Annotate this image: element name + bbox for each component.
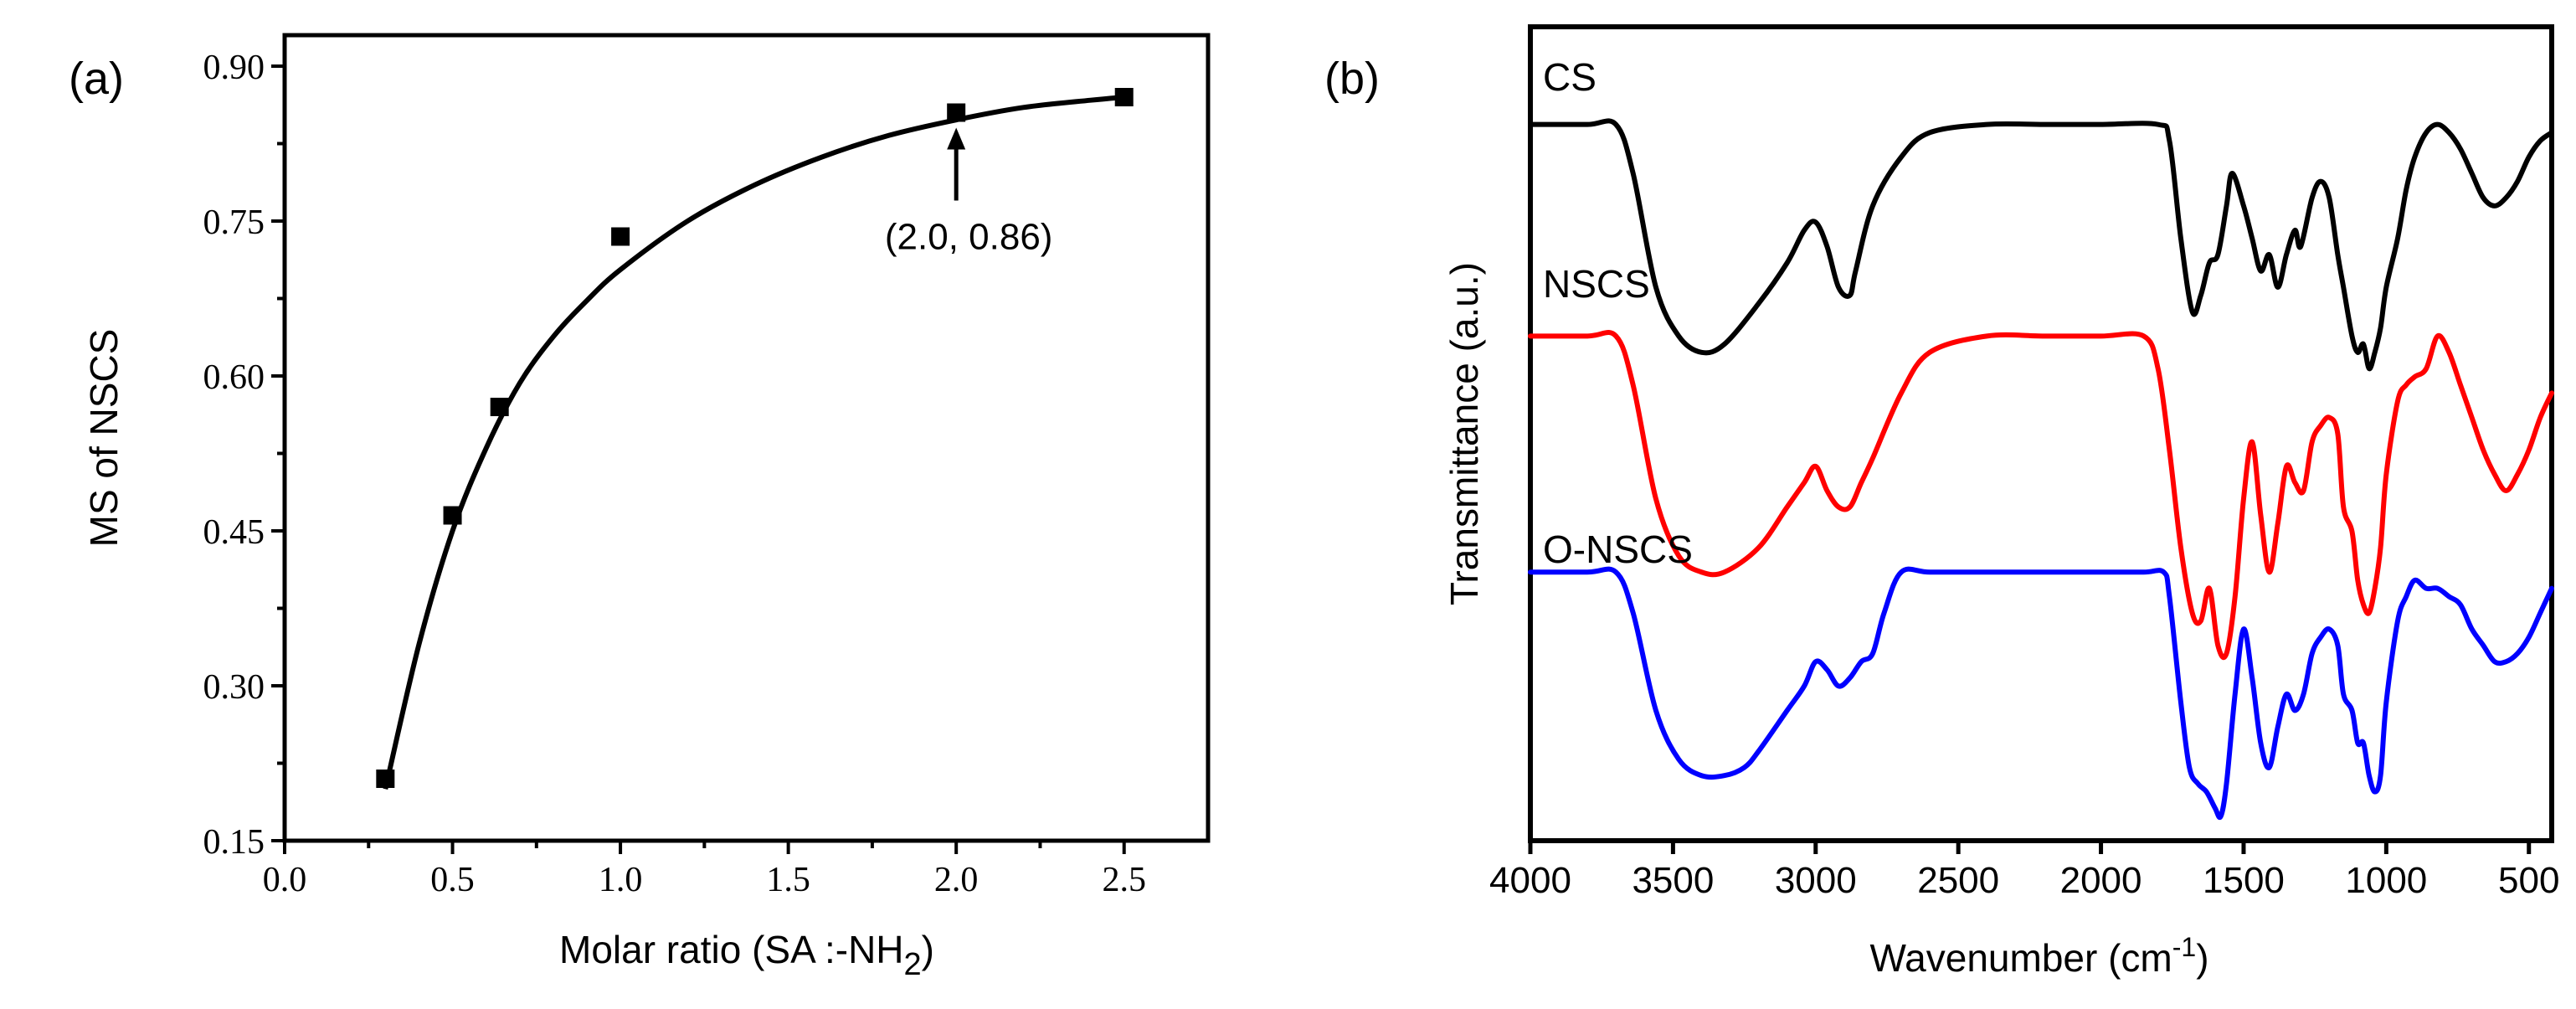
x-tick-label: 3000 xyxy=(1775,860,1857,901)
annotation-arrow-head xyxy=(947,127,966,150)
panel-b-label: (b) xyxy=(1324,54,1380,104)
x-tick-label: 500 xyxy=(2498,860,2559,901)
x-title-main: Molar ratio (SA :-NH xyxy=(559,928,904,971)
y-tick-label: 0.30 xyxy=(203,668,265,707)
x-tick-label: 1500 xyxy=(2203,860,2285,901)
panel-a-fit-curve xyxy=(383,95,1125,790)
data-point xyxy=(376,770,395,788)
x-tick-label: 2.5 xyxy=(1102,861,1146,899)
x-title-superscript: -1 xyxy=(2172,932,2196,962)
data-point xyxy=(1114,88,1134,106)
data-point xyxy=(443,506,462,525)
panel-b-y-axis-title: Transmittance (a.u.) xyxy=(1442,262,1486,605)
x-tick-label: 2000 xyxy=(2060,860,2142,901)
x-tick-label: 0.0 xyxy=(263,861,307,899)
panel-a-y-axis-title: MS of NSCS xyxy=(82,329,126,548)
x-tick-label: 3500 xyxy=(1632,860,1714,901)
panel-b-x-axis: 4000 3500 3000 2500 2000 1500 1000 500 xyxy=(1489,841,2559,901)
panel-a-x-axis-title: Molar ratio (SA :-NH2) xyxy=(559,928,934,982)
panel-a-label: (a) xyxy=(69,54,124,104)
panel-b-x-axis-title: Wavenumber (cm-1) xyxy=(1869,932,2208,980)
panel-b-spectra xyxy=(1528,118,2554,821)
y-tick-label: 0.90 xyxy=(203,49,265,87)
panel-a-data-points xyxy=(376,88,1134,788)
panel-a-chart: (a) 0.15 0.30 0.45 0.60 0.75 0.90 0.0 0.5 1.0 1.… xyxy=(69,33,1211,982)
y-tick-label: 0.60 xyxy=(203,358,265,397)
x-title-subscript: 2 xyxy=(904,947,922,982)
x-tick-label: 1000 xyxy=(2345,860,2427,901)
y-tick-label: 0.15 xyxy=(203,823,265,862)
data-point xyxy=(947,103,966,122)
x-tick-label: 2.0 xyxy=(934,861,979,899)
x-title-main-b: Wavenumber (cm xyxy=(1869,936,2172,980)
x-tick-label: 2500 xyxy=(1917,860,1999,901)
data-point xyxy=(611,227,630,246)
x-title-close-b: ) xyxy=(2196,936,2208,980)
curve-label-o-nscs: O-NSCS xyxy=(1543,528,1693,571)
panel-a-x-axis: 0.0 0.5 1.0 1.5 2.0 2.5 xyxy=(263,841,1146,899)
panel-a-plot-frame xyxy=(282,33,1211,843)
x-title-close: ) xyxy=(922,928,934,971)
x-tick-label: 1.0 xyxy=(599,861,643,899)
panel-a-y-axis: 0.15 0.30 0.45 0.60 0.75 0.90 xyxy=(203,49,285,862)
spectrum-line-cs xyxy=(1528,118,2554,372)
data-point xyxy=(490,398,509,416)
panel-b-chart: (b) 4000 3500 3000 2500 2000 1500 1000 500 CS N… xyxy=(1324,24,2559,980)
x-tick-label: 0.5 xyxy=(430,861,475,899)
curve-label-nscs: NSCS xyxy=(1543,262,1650,306)
panel-b-plot-frame xyxy=(1528,24,2554,843)
spectrum-line-o-nscs xyxy=(1528,566,2554,821)
x-tick-label: 4000 xyxy=(1489,860,1571,901)
y-tick-label: 0.45 xyxy=(203,513,265,552)
spectrum-line-nscs xyxy=(1528,330,2554,661)
curve-label-cs: CS xyxy=(1543,55,1597,99)
y-tick-label: 0.75 xyxy=(203,203,265,242)
annotation-label: (2.0, 0.86) xyxy=(885,217,1053,258)
x-tick-label: 1.5 xyxy=(766,861,810,899)
